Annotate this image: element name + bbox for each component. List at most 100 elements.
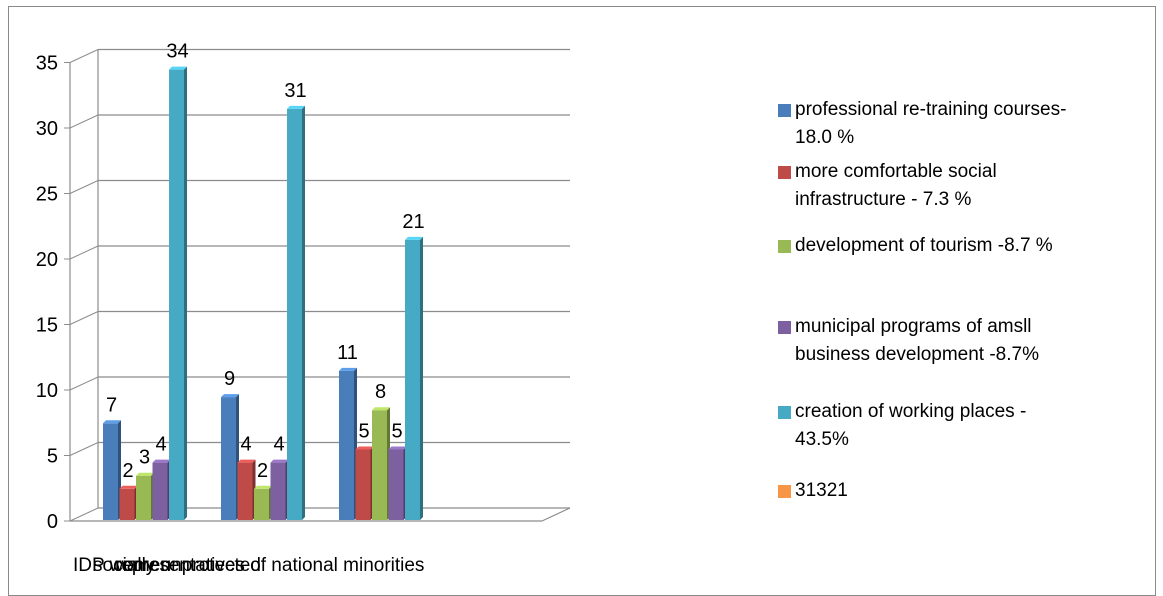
legend-swatch bbox=[778, 104, 791, 117]
gridline-depth bbox=[69, 180, 99, 194]
gridline-depth bbox=[69, 114, 99, 129]
data-label: 5 bbox=[358, 421, 369, 443]
bar-side bbox=[302, 105, 305, 521]
legend-swatch bbox=[778, 166, 791, 179]
bar bbox=[355, 446, 374, 520]
bar bbox=[339, 367, 357, 520]
bar bbox=[103, 420, 121, 520]
bar-top bbox=[103, 420, 121, 424]
y-tick-label: 25 bbox=[36, 184, 58, 206]
data-label: 21 bbox=[402, 211, 424, 233]
bar-front bbox=[372, 410, 387, 520]
data-label: 34 bbox=[166, 41, 188, 63]
data-label: 4 bbox=[155, 434, 166, 456]
bar-front bbox=[221, 397, 236, 520]
bar-top bbox=[119, 485, 138, 489]
data-label: 7 bbox=[106, 394, 117, 416]
x-tick-label: socially unprotected bbox=[93, 555, 261, 576]
data-label: 2 bbox=[257, 460, 268, 482]
bar-top bbox=[372, 407, 390, 411]
bar-top bbox=[254, 485, 272, 489]
y-tick-label: 5 bbox=[47, 446, 58, 468]
bar-top bbox=[339, 367, 357, 371]
bar bbox=[287, 105, 305, 521]
bar bbox=[136, 472, 154, 520]
bar-front bbox=[388, 449, 404, 520]
bar-top bbox=[237, 459, 256, 463]
legend-swatch bbox=[778, 485, 791, 498]
bar-side bbox=[420, 236, 423, 520]
gridline-depth bbox=[69, 376, 99, 391]
bar-top bbox=[136, 472, 154, 476]
y-tick-label: 35 bbox=[36, 53, 58, 75]
data-label: 5 bbox=[391, 421, 402, 443]
legend-label: development of tourism -8.7 % bbox=[795, 235, 1053, 256]
data-label: 2 bbox=[122, 460, 133, 482]
data-label: 8 bbox=[375, 381, 386, 403]
floor-right-edge bbox=[541, 507, 571, 522]
legend-item: creation of working places - 43.5% bbox=[778, 398, 1148, 454]
bar-top bbox=[287, 105, 305, 109]
x-tick-label: IDP women bbox=[73, 555, 171, 576]
bar-top bbox=[355, 446, 374, 450]
data-label: 9 bbox=[224, 368, 235, 390]
bar bbox=[237, 459, 256, 520]
bar bbox=[405, 236, 423, 520]
bar-front bbox=[355, 449, 371, 520]
bar-top bbox=[405, 236, 423, 240]
bar bbox=[372, 407, 390, 520]
bar bbox=[270, 459, 289, 520]
bar-front bbox=[339, 370, 354, 520]
gridline-depth bbox=[69, 442, 99, 456]
gridline-depth bbox=[69, 49, 99, 63]
bar-front bbox=[119, 488, 135, 520]
bar bbox=[388, 446, 407, 520]
chart-frame bbox=[8, 6, 1156, 596]
y-tick-label: 10 bbox=[36, 380, 58, 402]
data-label: 4 bbox=[273, 434, 284, 456]
bar-front bbox=[287, 108, 302, 521]
bar-side bbox=[184, 66, 187, 520]
bar-front bbox=[152, 462, 168, 520]
y-tick-label: 15 bbox=[36, 315, 58, 337]
legend-label: more comfortable social infrastructure -… bbox=[795, 161, 997, 210]
bar-top bbox=[221, 394, 239, 398]
bar-front bbox=[254, 488, 269, 520]
legend-label: municipal programs of amsll business dev… bbox=[795, 316, 1039, 365]
legend-item: municipal programs of amsll business dev… bbox=[778, 313, 1148, 369]
legend-item: 31321 bbox=[778, 477, 1148, 505]
legend-item: more comfortable social infrastructure -… bbox=[778, 158, 1148, 214]
data-label: 31 bbox=[284, 80, 306, 102]
legend-label: creation of working places - 43.5% bbox=[795, 401, 1027, 450]
bar bbox=[119, 485, 138, 520]
bar-front bbox=[405, 239, 420, 520]
bars bbox=[103, 66, 423, 521]
axes bbox=[64, 49, 571, 522]
bar-front bbox=[169, 69, 184, 520]
bar-front bbox=[103, 423, 118, 520]
bar-front bbox=[237, 462, 253, 520]
data-label: 4 bbox=[240, 434, 251, 456]
bar bbox=[254, 485, 272, 520]
legend-swatch bbox=[778, 240, 791, 253]
bar-front bbox=[270, 462, 286, 520]
x-tick-label: representatives of national minorities bbox=[115, 555, 424, 576]
bar-top bbox=[169, 66, 187, 70]
bar bbox=[152, 459, 171, 520]
bar-front bbox=[136, 475, 151, 520]
legend-swatch bbox=[778, 321, 791, 334]
gridline-depth bbox=[69, 245, 99, 260]
legend-item: development of tourism -8.7 % bbox=[778, 232, 1148, 260]
data-label: 11 bbox=[337, 342, 358, 364]
bar bbox=[221, 394, 239, 520]
legend-swatch bbox=[778, 406, 791, 419]
data-label: 3 bbox=[139, 447, 150, 469]
gridline-depth bbox=[69, 507, 99, 522]
gridline-depth bbox=[69, 311, 99, 325]
legend-label: professional re-training courses- 18.0 % bbox=[795, 99, 1067, 148]
legend-item: professional re-training courses- 18.0 % bbox=[778, 96, 1148, 152]
bar bbox=[169, 66, 187, 520]
